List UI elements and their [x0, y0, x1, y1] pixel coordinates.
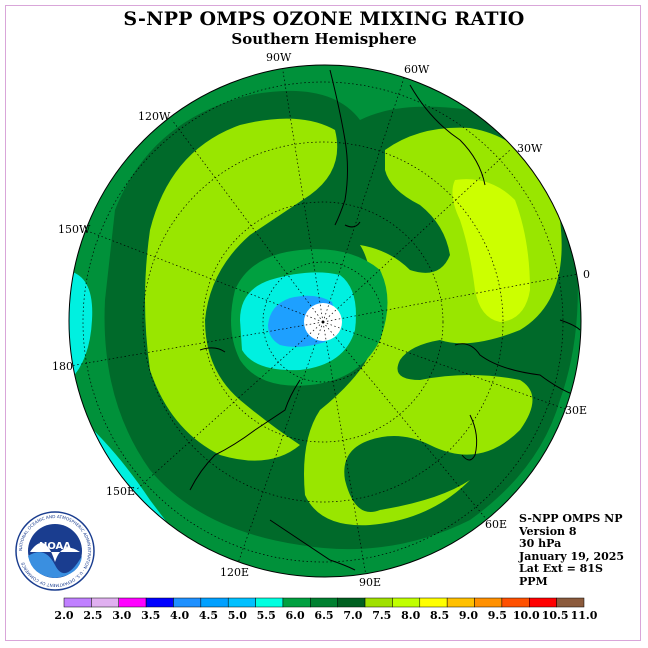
lon-label: 150W: [58, 223, 91, 236]
colorbar-swatch: [337, 597, 366, 608]
colorbar-swatch: [446, 597, 475, 608]
lon-label: 60E: [485, 518, 507, 531]
lon-label: 180: [52, 360, 73, 373]
info-date: January 19, 2025: [519, 549, 625, 563]
info-units: PPM: [519, 574, 548, 588]
colorbar-tick-label: 11.0: [571, 609, 598, 622]
info-lat-extent: Lat Ext = 81S: [519, 562, 603, 576]
lon-label: 150E: [106, 485, 135, 498]
info-version: Version 8: [519, 524, 577, 538]
colorbar-swatch: [282, 597, 311, 608]
colorbar-swatch: [200, 597, 229, 608]
colorbar-tick-label: 7.5: [372, 609, 391, 622]
colorbar-tick-label: 10.5: [542, 609, 569, 622]
info-level: 30 hPa: [519, 537, 562, 551]
colorbar-swatch: [556, 597, 585, 608]
colorbar-tick-label: 3.5: [141, 609, 160, 622]
info-panel: S-NPP OMPS NP Version 8 30 hPa January 1…: [519, 512, 625, 589]
info-instrument: S-NPP OMPS NP: [519, 512, 623, 525]
lon-label: 60W: [404, 63, 430, 76]
colorbar-swatch: [255, 597, 284, 608]
colorbar-swatch: [118, 597, 147, 608]
colorbar-tick-label: 8.0: [401, 609, 420, 622]
lon-label: 90E: [359, 576, 381, 589]
colorbar-swatch: [419, 597, 448, 608]
high-ozone-core: [452, 179, 530, 322]
map-title: S-NPP OMPS OZONE MIXING RATIO: [123, 8, 525, 30]
longitude-labels: 90W 60W 120W 30W 150W 0 180 30E 150E 60E…: [52, 51, 590, 589]
colorbar-tick-label: 4.5: [199, 609, 218, 622]
noaa-logo-text: NOAA: [39, 541, 71, 552]
colorbar-swatch: [310, 597, 338, 608]
colorbar-swatch: [474, 597, 503, 608]
cyan-region-west: [69, 270, 93, 380]
colorbar: 2.0 2.5 3.0 3.5 4.0 4.5 5.0 5.5 6.0 6.5 7.0 7.5 8.0 8…: [54, 597, 598, 622]
colorbar-tick-label: 9.5: [488, 609, 507, 622]
colorbar-swatch: [364, 597, 393, 608]
colorbar-swatch: [227, 597, 256, 608]
lime-region-pacific: [145, 118, 338, 461]
colorbar-swatch: [392, 597, 421, 608]
map-frame: [5, 5, 641, 641]
colorbar-swatch: [145, 597, 174, 608]
ozone-field: [69, 65, 581, 577]
lon-label: 0: [583, 268, 590, 281]
colorbar-tick-label: 5.0: [228, 609, 247, 622]
map-subtitle: Southern Hemisphere: [231, 30, 417, 48]
colorbar-tick-label: 10.0: [513, 609, 540, 622]
colorbar-tick-label: 9.0: [459, 609, 478, 622]
lon-label: 90W: [266, 51, 292, 64]
colorbar-tick-label: 2.5: [83, 609, 102, 622]
colorbar-tick-label: 8.5: [430, 609, 449, 622]
graticule: [69, 65, 579, 577]
colorbar-swatch: [501, 597, 530, 608]
noaa-logo: NOAA NATIONAL OCEANIC AND ATMOSPHERIC AD…: [15, 511, 95, 591]
lon-label: 120W: [138, 110, 171, 123]
colorbar-tick-label: 2.0: [54, 609, 73, 622]
colorbar-swatch: [63, 597, 92, 608]
map-boundary: [68, 64, 582, 578]
colorbar-swatch: [173, 597, 202, 608]
colorbar-tick-label: 6.0: [286, 609, 305, 622]
colorbar-tick-label: 6.5: [314, 609, 333, 622]
colorbar-swatch: [529, 597, 557, 608]
colorbar-tick-label: 5.5: [257, 609, 276, 622]
colorbar-tick-label: 4.0: [170, 609, 189, 622]
colorbar-tick-label: 7.0: [343, 609, 362, 622]
colorbar-tick-label: 3.0: [112, 609, 131, 622]
lon-label: 30E: [565, 404, 587, 417]
lon-label: 120E: [220, 566, 249, 579]
colorbar-swatch: [91, 597, 119, 608]
lon-label: 30W: [517, 142, 543, 155]
